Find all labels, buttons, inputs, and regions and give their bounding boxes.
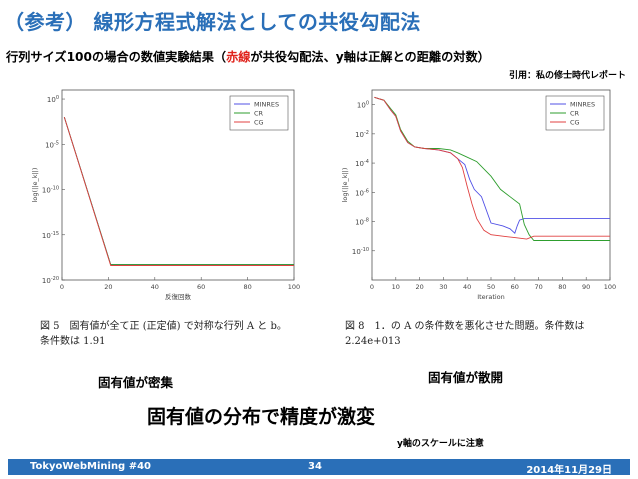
series-line-cg xyxy=(374,96,610,240)
x-tick-label: 0 xyxy=(60,283,64,291)
caption-left-line2: 条件数は 1.91 xyxy=(40,336,106,347)
y-tick-label: 10-2 xyxy=(355,130,369,139)
x-tick-label: 0 xyxy=(370,283,374,291)
y-tick-label: 10-20 xyxy=(42,276,59,285)
footer-bar: TokyoWebMining #40 34 2014年11月29日 xyxy=(8,459,630,476)
x-axis-label: 反復回数 xyxy=(165,292,192,301)
subtitle-highlight: 赤線 xyxy=(226,50,251,64)
chart-right-svg: 0 10 20 30 40 50 60 70 80 90 100 100 10-2 10-4 10-6 10-… xyxy=(341,89,616,301)
x-tick-label: 20 xyxy=(415,283,423,291)
y-tick-label: 10-4 xyxy=(355,159,369,168)
footer-date: 2014年11月29日 xyxy=(526,465,612,476)
y-axis-label: log(||e_k||) xyxy=(31,168,39,203)
plot-left: 0 20 40 60 80 100 100 10-5 10-10 10-15 10-20 反復回数 lo… xyxy=(28,82,304,310)
x-tick-label: 30 xyxy=(439,283,447,291)
chart-left-svg: 0 20 40 60 80 100 100 10-5 10-10 10-15 10-20 反復回数 lo… xyxy=(31,89,300,301)
y-tick-label: 10-5 xyxy=(45,140,59,149)
legend-label-cr: CR xyxy=(570,110,580,118)
legend-label-minres: MINRES xyxy=(254,101,279,109)
figure-caption-left: 図 5 固有値が全て正 (正定値) で対称な行列 A と b。 条件数は 1.9… xyxy=(40,319,287,349)
conclusion-text: 固有値の分布で精度が激変 xyxy=(147,406,376,428)
x-tick-label: 60 xyxy=(197,283,205,291)
x-tick-label: 20 xyxy=(104,283,112,291)
y-tick-label: 10-8 xyxy=(355,218,369,227)
series-line-cr xyxy=(374,96,610,241)
x-tick-label: 80 xyxy=(243,283,251,291)
x-tick-label: 90 xyxy=(582,283,590,291)
x-tick-label: 60 xyxy=(511,283,519,291)
subtitle-prefix: 行列サイズ100の場合の数値実験結果（ xyxy=(6,50,227,64)
y-tick-label: 100 xyxy=(47,95,59,104)
y-tick-label: 10-10 xyxy=(352,247,369,256)
x-axis-label: Iteration xyxy=(477,293,505,301)
series-line-cg xyxy=(63,116,294,266)
slide-subtitle: 行列サイズ100の場合の数値実験結果（赤線が共役勾配法、y軸は正解との距離の対数… xyxy=(6,47,490,65)
y-tick-label: 100 xyxy=(357,101,369,110)
x-tick-label: 40 xyxy=(151,283,159,291)
legend-label-cg: CG xyxy=(254,119,264,127)
page-number: 34 xyxy=(308,461,322,472)
note-eigen-dense: 固有値が密集 xyxy=(98,375,174,390)
x-tick-label: 100 xyxy=(604,283,616,291)
y-tick-label: 10-15 xyxy=(42,231,59,240)
x-tick-label: 40 xyxy=(463,283,471,291)
legend-label-cg: CG xyxy=(570,119,580,127)
footer-event: TokyoWebMining #40 xyxy=(30,461,151,472)
legend-label-minres: MINRES xyxy=(570,101,595,109)
x-tick-label: 50 xyxy=(487,283,495,291)
x-tick-label: 10 xyxy=(392,283,400,291)
subtitle-suffix: が共役勾配法、y軸は正解との距離の対数） xyxy=(250,50,490,64)
y-tick-label: 10-6 xyxy=(355,188,369,197)
y-scale-note: y軸のスケールに注意 xyxy=(397,439,484,449)
x-tick-label: 80 xyxy=(558,283,566,291)
y-tick-label: 10-10 xyxy=(42,186,59,195)
citation: 引用：私の修士時代レポート xyxy=(508,71,626,81)
plot-right: 0 10 20 30 40 50 60 70 80 90 100 100 10-2 10-4 10-6 10-… xyxy=(338,82,620,310)
legend-label-cr: CR xyxy=(254,110,264,118)
x-tick-label: 100 xyxy=(288,283,300,291)
note-eigen-spread: 固有値が散開 xyxy=(428,370,504,385)
slide-title: （参考） 線形方程式解法としての共役勾配法 xyxy=(4,10,421,34)
y-axis-label: log(||e_k||) xyxy=(341,168,349,203)
figure-caption-right: 図 8 1．の A の条件数を悪化させた問題。条件数は 2.24e+013 xyxy=(345,319,584,349)
x-tick-label: 70 xyxy=(534,283,542,291)
caption-right-line2: 2.24e+013 xyxy=(345,336,401,347)
caption-right-line1: 図 8 1．の A の条件数を悪化させた問題。条件数は xyxy=(345,321,585,332)
caption-left-line1: 図 5 固有値が全て正 (正定値) で対称な行列 A と b。 xyxy=(40,321,287,332)
